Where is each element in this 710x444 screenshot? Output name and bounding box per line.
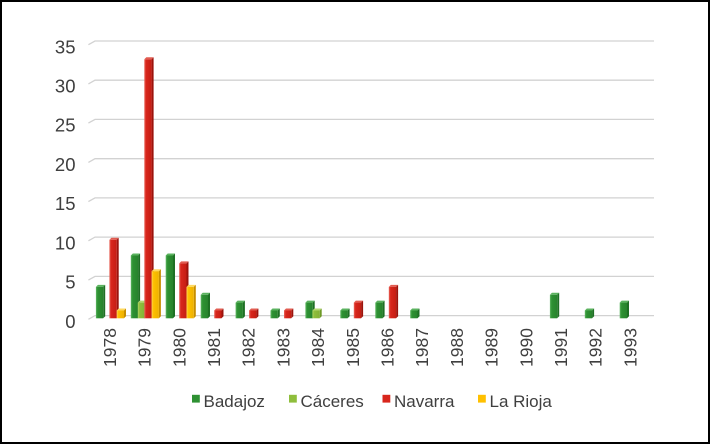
svg-text:Navarra: Navarra [394,392,455,411]
svg-text:5: 5 [65,272,75,293]
svg-text:30: 30 [55,76,76,97]
svg-text:Badajoz: Badajoz [204,392,265,411]
svg-text:20: 20 [55,154,76,175]
svg-text:1990: 1990 [516,328,536,367]
svg-text:Cáceres: Cáceres [301,392,364,411]
svg-text:1983: 1983 [273,328,293,367]
svg-text:1984: 1984 [308,328,328,367]
svg-text:1989: 1989 [482,328,502,367]
svg-text:La Rioja: La Rioja [490,392,553,411]
svg-text:1988: 1988 [447,328,467,367]
svg-text:1982: 1982 [239,328,259,367]
svg-text:1991: 1991 [551,328,571,367]
svg-text:0: 0 [65,311,75,332]
svg-text:1980: 1980 [169,328,189,367]
svg-text:25: 25 [55,115,76,136]
svg-text:1985: 1985 [343,328,363,367]
svg-text:1993: 1993 [620,328,640,367]
svg-text:35: 35 [55,36,76,57]
svg-text:1992: 1992 [586,328,606,367]
svg-text:15: 15 [55,193,76,214]
svg-text:1987: 1987 [412,328,432,367]
svg-text:1986: 1986 [378,328,398,367]
svg-text:1978: 1978 [100,328,120,367]
svg-text:10: 10 [55,232,76,253]
svg-text:1981: 1981 [204,328,224,367]
svg-text:1979: 1979 [135,328,155,367]
